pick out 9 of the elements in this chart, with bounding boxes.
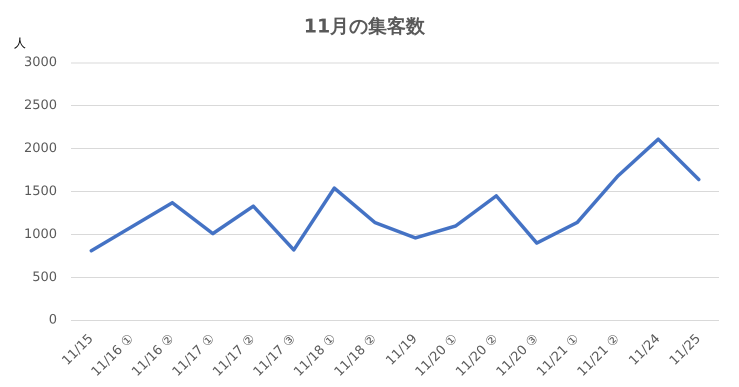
chart-title: 11月の集客数: [304, 15, 426, 38]
y-tick-label: 3000: [24, 55, 58, 70]
y-tick-label: 1500: [24, 184, 58, 199]
y-tick-label: 0: [48, 312, 58, 328]
y-tick-label: 500: [32, 270, 58, 285]
y-tick-label: 2000: [24, 141, 58, 156]
y-axis-title: 人: [14, 36, 26, 50]
y-tick-label: 2500: [24, 98, 58, 114]
y-tick-label: 1000: [24, 226, 58, 242]
